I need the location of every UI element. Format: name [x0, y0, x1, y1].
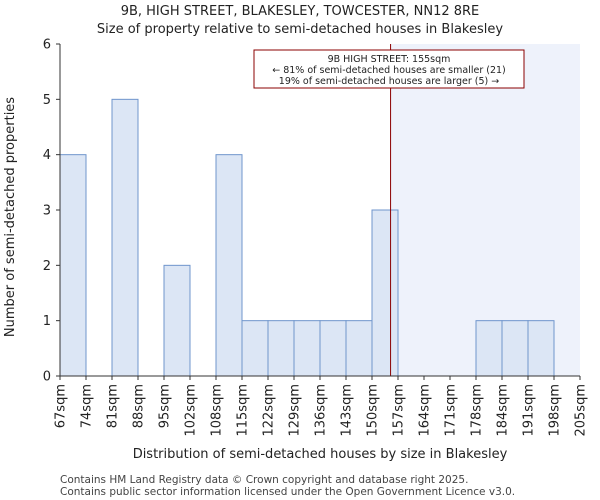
bar-143sqm [345, 320, 373, 377]
footer-line-1: Contains HM Land Registry data © Crown c… [60, 474, 468, 486]
bar-95sqm [163, 264, 191, 377]
footer-line-2: Contains public sector information licen… [60, 486, 515, 498]
bar-191sqm [527, 320, 555, 377]
y-tick-label: 3 [43, 204, 51, 219]
x-axis-label: Distribution of semi-detached houses by … [133, 447, 508, 462]
x-tick-label: 171sqm [444, 384, 459, 437]
x-tick-label: 143sqm [340, 384, 355, 437]
x-tick-label: 178sqm [470, 384, 485, 437]
x-tick-label: 95sqm [158, 384, 173, 428]
x-tick-label: 157sqm [392, 384, 407, 437]
bar-136sqm [319, 320, 347, 377]
x-tick-label: 74sqm [80, 384, 95, 428]
chart-title: 9B, HIGH STREET, BLAKESLEY, TOWCESTER, N… [121, 4, 480, 19]
y-axis-label: Number of semi-detached properties [3, 97, 18, 337]
y-tick-label: 2 [43, 259, 51, 274]
bar-108sqm [215, 154, 243, 377]
property-marker: 9B HIGH STREET: 155sqm← 81% of semi-deta… [253, 44, 525, 376]
y-tick-label: 4 [43, 148, 51, 163]
annotation-box [253, 49, 525, 89]
x-tick-label: 108sqm [210, 384, 225, 437]
y-tick-label: 0 [43, 370, 51, 385]
x-tick-label: 129sqm [288, 384, 303, 437]
x-tick-label: 184sqm [496, 384, 511, 437]
x-tick-label: 102sqm [184, 384, 199, 437]
y-tick-label: 1 [43, 314, 51, 329]
x-tick-label: 88sqm [132, 384, 147, 428]
x-tick-label: 164sqm [418, 384, 433, 437]
bar-184sqm [501, 320, 529, 377]
annotation-line-3: 19% of semi-detached houses are larger (… [279, 76, 499, 87]
y-ticks: 0 1 2 3 4 5 6 [43, 38, 60, 385]
bar-115sqm [241, 320, 269, 377]
x-tick-label: 205sqm [574, 384, 589, 437]
x-tick-label: 191sqm [522, 384, 537, 437]
annotation-line-1: 9B HIGH STREET: 155sqm [328, 54, 451, 65]
x-tick-label: 81sqm [106, 384, 121, 428]
annotation-line-2: ← 81% of semi-detached houses are smalle… [272, 65, 506, 76]
bar-67sqm [59, 154, 87, 377]
bar-129sqm [293, 320, 321, 377]
y-tick-label: 5 [43, 93, 51, 108]
x-tick-label: 115sqm [236, 384, 251, 437]
x-tick-label: 136sqm [314, 384, 329, 437]
x-ticks: 67sqm 74sqm 81sqm 88sqm 95sqm 102sqm 108sqm 115… [54, 376, 589, 437]
bars [59, 98, 555, 377]
x-tick-label: 150sqm [366, 384, 381, 437]
bar-122sqm [267, 320, 295, 377]
x-tick-label: 122sqm [262, 384, 277, 437]
x-tick-label: 198sqm [548, 384, 563, 437]
y-tick-label: 6 [43, 38, 51, 53]
bar-81sqm [111, 98, 139, 377]
chart-subtitle: Size of property relative to semi-detach… [97, 22, 503, 37]
x-tick-label: 67sqm [54, 384, 69, 428]
bar-150sqm [371, 209, 399, 377]
bar-178sqm [475, 320, 503, 377]
